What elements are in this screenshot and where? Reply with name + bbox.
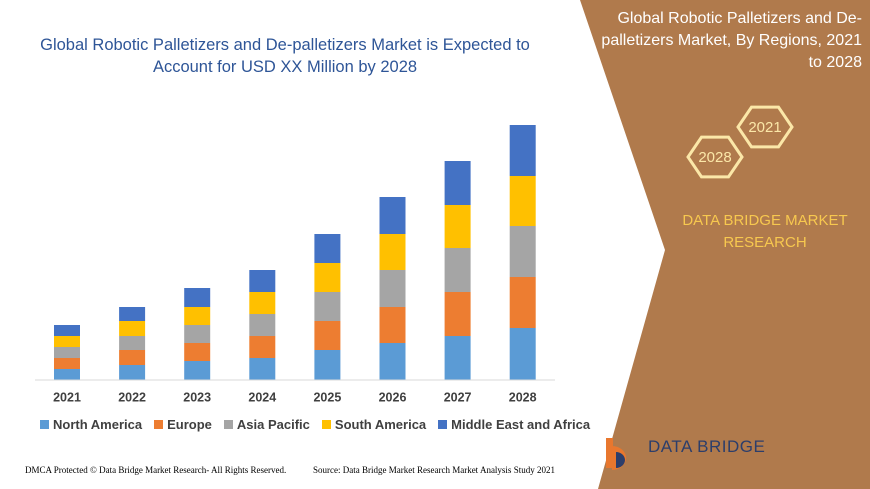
- bar-segment: [509, 226, 536, 277]
- x-tick-label: 2023: [183, 390, 211, 404]
- bar-segment: [379, 270, 406, 307]
- legend-label: South America: [334, 417, 427, 432]
- bar-segment: [249, 358, 276, 380]
- bar-segment: [54, 336, 80, 347]
- brand: DATA BRIDGE MARKET RESEARCH: [682, 212, 848, 251]
- x-tick-label: 2027: [444, 390, 472, 404]
- bar-segment: [119, 365, 146, 380]
- bar-segment: [444, 336, 471, 380]
- legend-label: Asia Pacific: [236, 417, 310, 432]
- bar-segment: [314, 263, 341, 292]
- legend-label: Europe: [167, 417, 212, 432]
- bar-segment: [119, 336, 146, 350]
- bar-segment: [379, 307, 406, 343]
- legend-swatch: [438, 420, 448, 429]
- bar-segment: [314, 350, 341, 380]
- x-tick-label: 2025: [313, 390, 341, 404]
- legend-swatch: [223, 420, 233, 429]
- bar-segment: [379, 234, 406, 270]
- bar-segment: [509, 125, 536, 176]
- logo-icon: [606, 438, 626, 470]
- bar-segment: [379, 197, 406, 234]
- hexagon: [686, 135, 744, 179]
- dmca: DMCA Protected © Data Bridge Market Rese…: [25, 465, 287, 475]
- bar-segment: [509, 328, 536, 380]
- hexagon: [736, 105, 794, 149]
- bar-segment: [184, 325, 211, 343]
- legend: North America Europe Asia Pacific South Ame…: [40, 417, 590, 432]
- logo-text: DATA BRIDGE: [648, 437, 766, 456]
- bar-segment: [444, 161, 471, 205]
- legend-label: North America: [53, 417, 143, 432]
- bar-segment: [54, 325, 80, 336]
- bar-segment: [119, 350, 146, 365]
- bar-segment: [314, 292, 341, 321]
- bar-segment: [379, 343, 406, 380]
- x-tick-label: 2024: [248, 390, 276, 404]
- legend-swatch: [154, 420, 164, 429]
- chart-title: Global Robotic Palletizers and De-pallet…: [40, 36, 530, 76]
- bar-segment: [184, 288, 211, 307]
- x-tick-label: 2022: [118, 390, 146, 404]
- hexagon-label: 2028: [698, 149, 731, 166]
- bar-segment: [249, 270, 276, 292]
- bar-segment: [314, 234, 341, 263]
- legend-item: Middle East and Africa: [438, 417, 590, 432]
- bar-segment: [314, 321, 341, 350]
- hexagon-label: 2021: [748, 119, 781, 136]
- x-tick-label: 2028: [509, 390, 537, 404]
- bar-segment: [509, 277, 536, 328]
- legend-item: North America: [40, 417, 142, 432]
- source: Source: Data Bridge Market Research Mark…: [313, 465, 555, 475]
- x-tick-label: 2026: [379, 390, 407, 404]
- bar-segment: [249, 336, 276, 358]
- bar-segment: [54, 358, 80, 369]
- bar-segment: [119, 307, 146, 321]
- bar-segment: [119, 321, 146, 336]
- legend-swatch: [321, 420, 331, 429]
- bar-segment: [184, 307, 211, 325]
- side-title: Global Robotic Palletizers and De-pallet…: [601, 10, 862, 71]
- bar-segment: [184, 343, 211, 361]
- bar-segment: [249, 292, 276, 314]
- side-panel-bg: [580, 0, 870, 489]
- legend-item: Asia Pacific: [223, 417, 310, 432]
- bar-segment: [249, 314, 276, 336]
- x-tick-label: 2021: [53, 390, 81, 404]
- legend-label: Middle East and Africa: [451, 417, 591, 432]
- bar-segment: [184, 361, 211, 380]
- legend-swatch: [40, 420, 49, 429]
- bar-segment: [444, 205, 471, 248]
- bar-segment: [509, 176, 536, 226]
- bar-segment: [444, 292, 471, 336]
- legend-item: South America: [321, 417, 427, 432]
- bar-segment: [444, 248, 471, 292]
- legend-item: Europe: [154, 417, 212, 432]
- bar-segment: [54, 369, 80, 380]
- bar-segment: [54, 347, 80, 358]
